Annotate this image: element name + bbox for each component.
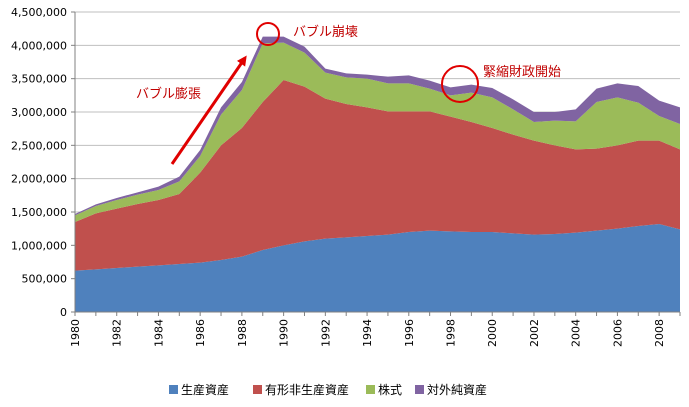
y-tick-label-5: 2,500,000 [11, 139, 67, 152]
legend-swatch-production-assets [169, 385, 178, 394]
legend-swatch-tangible-nonproduced-assets [253, 385, 262, 394]
legend-item-production-assets: 生産資産 [169, 382, 229, 397]
bubble-collapse-circle [256, 22, 280, 46]
area-series-1 [75, 80, 680, 271]
y-tick-label-4: 2,000,000 [11, 173, 67, 186]
y-tick-label-0: 0 [60, 306, 67, 319]
x-tick-label-0: 1980 [69, 319, 82, 347]
legend-item-tangible-nonproduced-assets: 有形非生産資産 [253, 382, 349, 397]
x-tick-label-4: 1988 [236, 319, 249, 347]
y-tick-label-2: 1,000,000 [11, 239, 67, 252]
legend-item-stocks: 株式 [366, 382, 402, 397]
x-tick-label-12: 2004 [570, 319, 583, 347]
area-series-2 [75, 42, 680, 222]
y-tick-label-1: 500,000 [22, 273, 68, 286]
x-tick-label-10: 2000 [486, 319, 499, 347]
x-axis-tick-labels: 1980 1982 1984 1986 1988 1990 1992 1994 1996 1998… [69, 319, 666, 347]
x-tick-label-2: 1984 [152, 319, 165, 347]
y-axis-tick-labels: 0 500,000 1,000,000 1,500,000 2,000,000 2,500… [11, 6, 67, 319]
x-tick-label-13: 2006 [611, 319, 624, 347]
legend-label-stocks: 株式 [378, 382, 402, 397]
area-series [75, 36, 680, 312]
austerity-start-label: 緊縮財政開始 [483, 64, 561, 80]
austerity-start-circle [441, 65, 479, 103]
legend: 生産資産 有形非生産資産 株式 対外純資産 [169, 382, 487, 397]
y-tick-label-3: 1,500,000 [11, 206, 67, 219]
x-tick-label-8: 1996 [403, 319, 416, 347]
x-tick-label-11: 2002 [528, 319, 541, 347]
legend-item-net-external-assets: 対外純資産 [415, 382, 487, 397]
y-tick-label-8: 4,000,000 [11, 39, 67, 52]
bubble-collapse-label: バブル崩壊 [293, 24, 358, 40]
x-tick-label-1: 1982 [111, 319, 124, 347]
legend-swatch-stocks [366, 385, 375, 394]
x-tick-label-7: 1994 [361, 319, 374, 347]
x-tick-label-9: 1998 [445, 319, 458, 347]
annotation-austerity-start: 緊縮財政開始 [441, 64, 561, 103]
axes [71, 11, 681, 316]
area-series-0 [75, 224, 680, 312]
legend-swatch-net-external-assets [415, 385, 424, 394]
y-tick-label-7: 3,500,000 [11, 73, 67, 86]
annotation-bubble-expansion: バブル膨張 [136, 55, 247, 165]
bubble-expansion-label: バブル膨張 [136, 86, 201, 102]
y-tick-label-6: 3,000,000 [11, 106, 67, 119]
x-tick-label-3: 1986 [194, 319, 207, 347]
y-tick-label-9: 4,500,000 [11, 6, 67, 19]
x-tick-label-5: 1990 [278, 319, 291, 347]
legend-label-production-assets: 生産資産 [181, 382, 229, 397]
x-tick-label-6: 1992 [319, 319, 332, 347]
legend-label-net-external-assets: 対外純資産 [427, 382, 487, 397]
legend-label-tangible-nonproduced-assets: 有形非生産資産 [265, 382, 349, 397]
x-tick-label-14: 2008 [653, 319, 666, 347]
annotation-bubble-collapse: バブル崩壊 [256, 22, 358, 46]
bubble-expansion-arrow [170, 55, 247, 165]
